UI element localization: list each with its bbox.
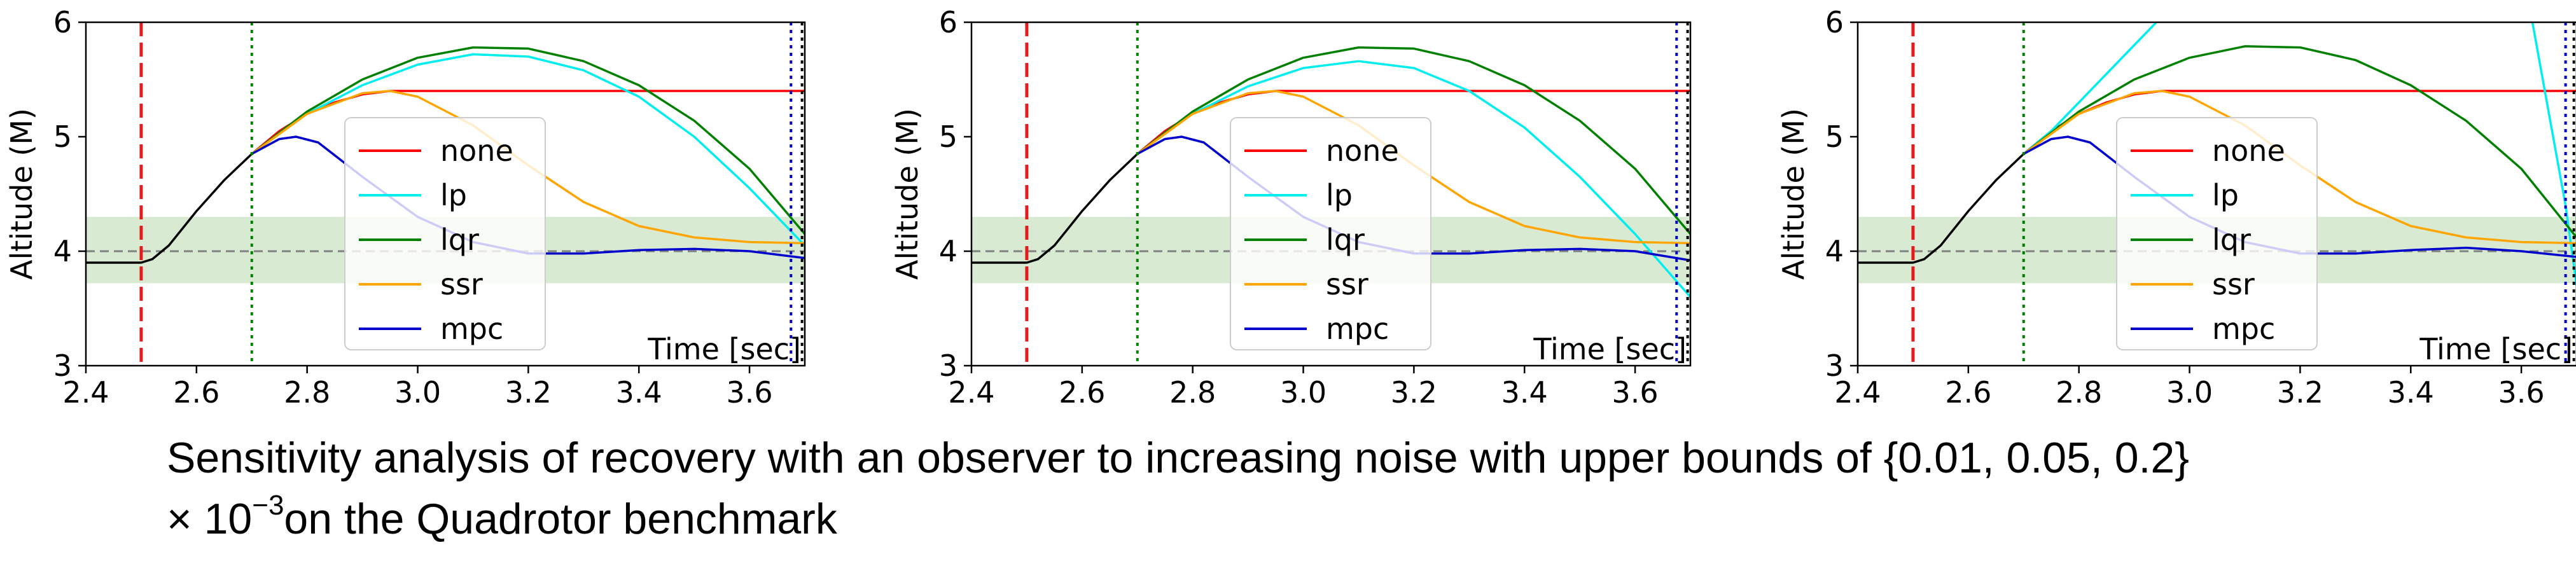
- series-line-pre-recovery: [86, 153, 253, 264]
- x-tick-label: 2.4: [948, 375, 994, 407]
- series-line-lp: [2023, 22, 2576, 286]
- y-tick-label: 5: [939, 120, 957, 154]
- x-tick-label: 2.4: [1834, 375, 1881, 407]
- x-axis-label: Time [sec]: [2419, 332, 2573, 366]
- chart-panel-1: 2.4 2.6 2.8 3.0 3.2 3.4 3.6 3 4 5 6 Time [sec] Altit…: [4, 5, 806, 407]
- legend-label-mpc: mpc: [2212, 312, 2275, 346]
- legend-label-ssr: ssr: [2212, 267, 2255, 301]
- legend-label-lqr: lqr: [1326, 223, 1365, 257]
- figure-caption: Sensitivity analysis of recovery with an…: [167, 427, 2521, 549]
- x-tick-label: 2.8: [1169, 375, 1216, 407]
- series-line-lp: [251, 53, 805, 247]
- y-tick-label: 3: [939, 349, 957, 383]
- x-tick-label: 3.6: [2498, 375, 2544, 407]
- legend: none lp lqr ssr mpc: [2116, 117, 2318, 350]
- legend-box: [344, 117, 546, 350]
- x-axis-label: Time [sec]: [647, 332, 801, 366]
- y-tick-label: 5: [1825, 120, 1844, 154]
- x-tick-label: 3.0: [1280, 375, 1326, 407]
- y-tick-label: 6: [939, 5, 957, 39]
- y-tick-label: 4: [939, 234, 957, 268]
- legend-label-lp: lp: [1326, 178, 1353, 212]
- legend-label-none: none: [1326, 134, 1399, 168]
- legend-label-lqr: lqr: [440, 223, 479, 257]
- legend-box: [1230, 117, 1431, 350]
- y-tick-label: 5: [53, 120, 72, 154]
- x-tick-label: 3.2: [1391, 375, 1437, 407]
- legend-label-lqr: lqr: [2212, 223, 2251, 257]
- legend-label-mpc: mpc: [440, 312, 503, 346]
- y-tick-label: 4: [53, 234, 72, 268]
- legend-label-ssr: ssr: [1326, 267, 1368, 301]
- series-line-lp: [1136, 60, 1690, 298]
- plot-frame: [970, 21, 1692, 367]
- y-axis-label: Altitude (M): [4, 108, 39, 280]
- x-tick-label: 2.6: [173, 375, 219, 407]
- x-tick-label: 3.4: [2388, 375, 2434, 407]
- caption-suffix: on the Quadrotor benchmark: [284, 495, 837, 543]
- y-axis-label: Altitude (M): [1776, 108, 1811, 280]
- series-line-lqr: [251, 46, 805, 235]
- x-tick-label: 2.8: [2056, 375, 2102, 407]
- x-tick-label: 3.0: [2166, 375, 2213, 407]
- x-tick-label: 2.6: [1059, 375, 1105, 407]
- legend-label-ssr: ssr: [440, 267, 483, 301]
- y-axis-label: Altitude (M): [890, 108, 924, 280]
- x-tick-label: 2.4: [62, 375, 109, 407]
- legend: none lp lqr ssr mpc: [1230, 117, 1431, 350]
- chart-panel-2: 2.4 2.6 2.8 3.0 3.2 3.4 3.6 3 4 5 6 Time [sec] Altit…: [890, 5, 1692, 407]
- chart-panel-3: 2.4 2.6 2.8 3.0 3.2 3.4 3.6 3 4 5 6 Time [sec] Altit…: [1776, 5, 2576, 407]
- legend-label-none: none: [440, 134, 513, 168]
- x-tick-label: 3.2: [2277, 375, 2323, 407]
- caption-line-1: Sensitivity analysis of recovery with an…: [167, 434, 2189, 482]
- chart-figure: 2.4 2.6 2.8 3.0 3.2 3.4 3.6 3 4 5 6 Time [sec] Altit…: [4, 5, 2576, 407]
- caption-multiplier: × 10: [167, 495, 253, 543]
- x-tick-label: 3.4: [1501, 375, 1548, 407]
- caption-exponent: −3: [252, 490, 284, 521]
- series-line-pre-recovery: [1858, 153, 2025, 264]
- legend: none lp lqr ssr mpc: [344, 117, 546, 350]
- x-tick-label: 3.6: [1612, 375, 1658, 407]
- legend-box: [2116, 117, 2318, 350]
- y-tick-label: 4: [1825, 234, 1844, 268]
- series-line-lqr: [2023, 45, 2576, 238]
- x-tick-label: 3.0: [394, 375, 441, 407]
- x-tick-label: 3.6: [726, 375, 772, 407]
- plot-frame: [85, 21, 806, 367]
- series-line-pre-recovery: [971, 153, 1139, 264]
- y-tick-label: 6: [53, 5, 72, 39]
- x-axis-label: Time [sec]: [1533, 332, 1687, 366]
- x-tick-label: 2.8: [284, 375, 330, 407]
- series-line-lqr: [1136, 46, 1690, 235]
- legend-label-mpc: mpc: [1326, 312, 1389, 346]
- y-tick-label: 3: [1825, 349, 1844, 383]
- y-tick-label: 6: [1825, 5, 1844, 39]
- caption-line-2: × 10−3on the Quadrotor benchmark: [167, 488, 2521, 549]
- y-tick-label: 3: [53, 349, 72, 383]
- legend-label-lp: lp: [440, 178, 467, 212]
- x-tick-label: 2.6: [1945, 375, 1991, 407]
- legend-label-none: none: [2212, 134, 2285, 168]
- x-tick-label: 3.2: [505, 375, 552, 407]
- x-tick-label: 3.4: [616, 375, 662, 407]
- plot-frame: [1856, 21, 2576, 367]
- series-group: [1858, 22, 2576, 286]
- legend-label-lp: lp: [2212, 178, 2239, 212]
